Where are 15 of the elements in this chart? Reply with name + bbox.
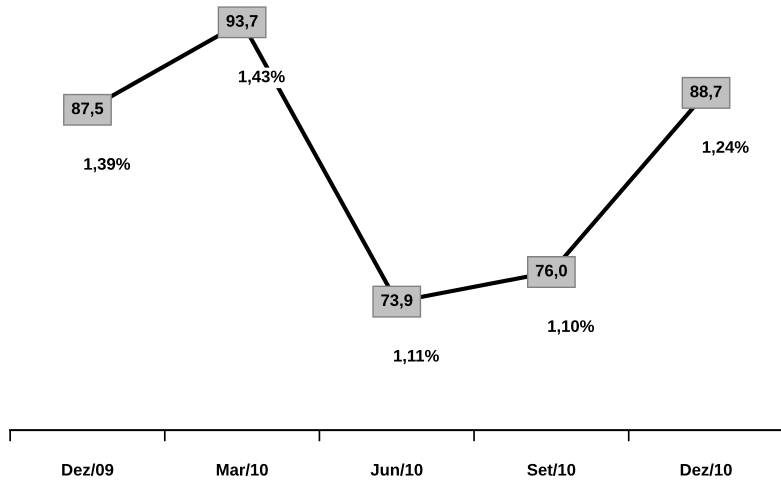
x-tick-label: Jun/10 (370, 463, 422, 476)
annotation: 1,43% (238, 70, 285, 85)
data-label: 76,0 (536, 264, 567, 279)
x-tick-label: Mar/10 (216, 463, 268, 476)
x-tick-label: Dez/09 (62, 463, 114, 476)
x-tick-label: Dez/10 (680, 463, 732, 476)
data-label: 87,5 (72, 102, 104, 117)
annotation: 1,39% (84, 158, 130, 172)
data-label: 93,7 (226, 15, 258, 30)
annotation: 1,10% (548, 320, 594, 334)
data-label: 88,7 (690, 86, 722, 100)
annotation: 1,11% (394, 350, 439, 364)
annotation: 1,24% (702, 141, 749, 156)
data-label: 73,9 (381, 294, 412, 309)
x-tick-label: Set/10 (527, 463, 576, 476)
